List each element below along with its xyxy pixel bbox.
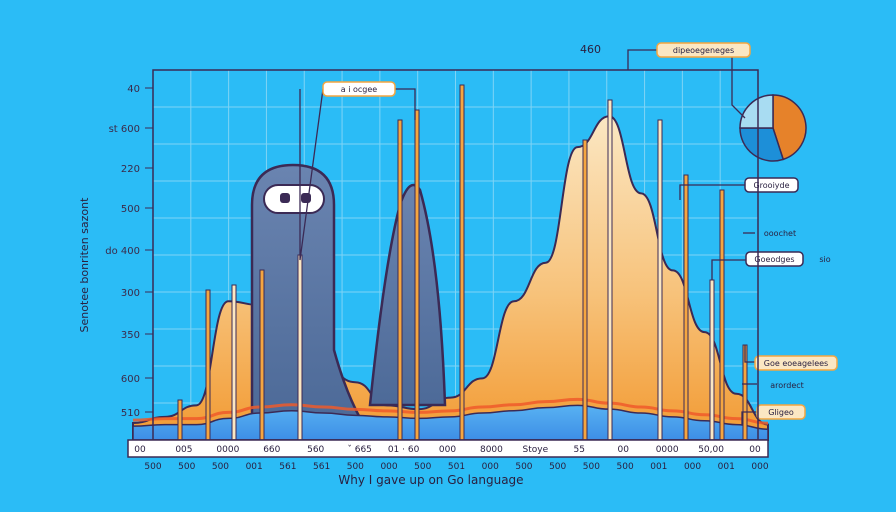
- annotation-leader: [679, 184, 745, 200]
- annotation-leader: [627, 49, 657, 70]
- y-tick-label: 500: [121, 204, 140, 215]
- annotation-label: Grooiyde: [753, 181, 789, 190]
- x-tick-lower: 001: [650, 462, 667, 472]
- annotation-label: a i ocgee: [341, 85, 378, 94]
- pie-chart: [739, 94, 807, 162]
- x-tick-upper: 560: [307, 445, 324, 455]
- pie-slice: [772, 94, 807, 161]
- spike-bar: [231, 284, 237, 441]
- x-tick-lower: 561: [279, 462, 296, 472]
- x-tick-upper: 660: [263, 445, 280, 455]
- x-tick-upper: 0000: [656, 445, 679, 455]
- x-tick-upper: 0000: [216, 445, 239, 455]
- x-tick-lower: 001: [246, 462, 263, 472]
- annotation-box: [656, 42, 751, 58]
- chart-title: Why I gave up on Go language: [338, 473, 523, 487]
- y-tick-label: 220: [121, 164, 140, 175]
- annotation-label: Goe eoeagelees: [764, 359, 828, 368]
- x-tick-upper: 8000: [480, 445, 503, 455]
- y-tick-label: 40: [127, 84, 140, 95]
- x-tick-lower: 561: [313, 462, 330, 472]
- y-tick-label: 350: [121, 330, 140, 341]
- pie-slice: [739, 94, 774, 129]
- spikes: [177, 84, 748, 441]
- y-axis-label: Senotee bonriten sazont: [78, 197, 91, 333]
- annotation-label: sio: [819, 255, 830, 264]
- y-ticks: 40 st 600 220 500 do 400 300 350 600 510: [105, 84, 153, 419]
- spike-bar: [607, 99, 613, 441]
- spike-bar: [177, 399, 183, 441]
- annotation-label: Goeodges: [754, 255, 794, 264]
- x-tick-upper: 50,00: [698, 445, 724, 455]
- x-tick-lower: 500: [549, 462, 566, 472]
- pie-slice: [739, 127, 785, 162]
- x-tick-upper: 00: [617, 445, 629, 455]
- x-axis-band: [127, 439, 769, 458]
- x-tick-lower: 000: [751, 462, 768, 472]
- x-tick-upper: ˇ 665: [347, 444, 372, 455]
- spike-bar: [297, 254, 303, 441]
- annotations: a i ocgee dipeoegeneges Grooiyde ooochet Goe…: [299, 42, 838, 425]
- x-tick-upper: 00: [134, 445, 146, 455]
- spike-bar: [683, 174, 689, 441]
- x-tick-upper: 01 · 60: [388, 445, 420, 455]
- x-tick-lower: 000: [380, 462, 397, 472]
- x-tick-lower: 500: [347, 462, 364, 472]
- top-number: 460: [580, 43, 601, 56]
- spike-bar: [582, 139, 588, 441]
- annotation-leader: [744, 345, 755, 363]
- x-tick-lower: 000: [482, 462, 499, 472]
- annotation-leader: [299, 88, 324, 261]
- annotation-box: [754, 355, 838, 371]
- spike-bar: [719, 189, 725, 441]
- x-tick-upper: 005: [175, 445, 192, 455]
- x-tick-lower: 500: [212, 462, 229, 472]
- annotation-label: arordect: [770, 381, 804, 390]
- spike-bar: [414, 109, 420, 441]
- y-tick-label: st 600: [109, 124, 140, 135]
- annotation-box: [322, 81, 396, 97]
- x-tick-upper: 000: [439, 445, 456, 455]
- y-tick-label: 510: [121, 408, 140, 419]
- y-tick-label: do 400: [105, 246, 140, 257]
- annotation-leader: [711, 259, 746, 280]
- x-ticks-lower: 500 500 500 001 561 561 500 000 500 501 000 500 500 5…: [144, 462, 768, 472]
- x-tick-lower: 000: [684, 462, 701, 472]
- y-tick-label: 600: [121, 374, 140, 385]
- annotation-label: dipeoegeneges: [673, 46, 734, 55]
- x-tick-lower: 500: [515, 462, 532, 472]
- x-ticks-upper: 00 005 0000 660 560 ˇ 665 01 · 60 000 8000 Stoye 5…: [134, 444, 761, 455]
- annotation-box: [756, 404, 806, 420]
- spike-bar: [259, 269, 265, 441]
- x-tick-lower: 501: [448, 462, 465, 472]
- x-tick-upper: 55: [574, 445, 585, 455]
- spike-bar: [459, 84, 465, 441]
- x-tick-upper: Stoye: [523, 445, 549, 455]
- dark-peak: [368, 183, 447, 407]
- x-tick-lower: 500: [414, 462, 431, 472]
- annotation-leader: [395, 88, 416, 120]
- spike-bar: [205, 289, 211, 441]
- spike-bar: [397, 119, 403, 441]
- x-tick-lower: 001: [718, 462, 735, 472]
- x-tick-lower: 500: [178, 462, 195, 472]
- x-tick-lower: 500: [617, 462, 634, 472]
- x-tick-lower: 500: [583, 462, 600, 472]
- annotation-label: ooochet: [764, 229, 796, 238]
- annotation-label: Gligeo: [768, 408, 794, 417]
- x-tick-upper: 00: [749, 445, 761, 455]
- spike-bar: [709, 279, 715, 441]
- annotation-box: [745, 251, 804, 267]
- spike-bar: [657, 119, 663, 441]
- x-tick-lower: 500: [144, 462, 161, 472]
- y-tick-label: 300: [121, 288, 140, 299]
- annotation-leader: [741, 411, 757, 425]
